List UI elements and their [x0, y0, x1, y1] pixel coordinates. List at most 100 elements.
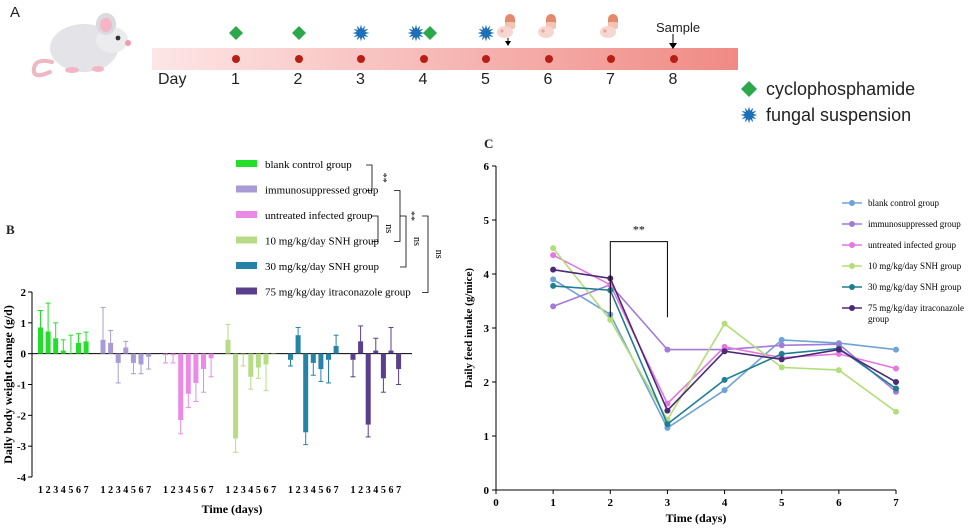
x-tick-label: 5 [318, 485, 323, 496]
data-point [893, 385, 899, 392]
timeline-dot [482, 55, 490, 63]
legend-label: 30 mg/kg/day SNH group [265, 261, 379, 273]
y-tick-label: -4 [17, 472, 27, 484]
x-tick-label: 7 [334, 485, 339, 496]
x-tick-label: 4 [61, 485, 66, 496]
x-tick-label: 2 [296, 485, 301, 496]
x-tick-label: 3 [178, 485, 183, 496]
bar [138, 353, 144, 365]
data-point [778, 342, 785, 349]
x-axis-title: Time (days) [202, 502, 263, 516]
x-tick-label: 6 [76, 485, 81, 496]
y-tick-label: 0 [484, 485, 490, 497]
significance-bracket [372, 215, 379, 242]
legend-label: untreated infected group [265, 210, 373, 222]
legend-label: blank control group [868, 198, 939, 208]
y-tick-label: 1 [21, 318, 27, 330]
x-tick-label: 1 [38, 485, 43, 496]
series-line [552, 283, 897, 393]
data-point [550, 266, 557, 273]
legend-swatch [236, 160, 257, 167]
legend-swatch [236, 287, 257, 295]
panel-b-label: B [6, 222, 15, 237]
bar [225, 339, 231, 354]
bar [178, 353, 184, 420]
x-tick-label: 2 [108, 485, 113, 496]
x-tick-label: 3 [303, 485, 308, 496]
bar [100, 339, 106, 354]
x-tick-label: 3 [665, 497, 671, 509]
data-point [721, 320, 728, 327]
x-tick-label: 2 [171, 485, 176, 496]
drug-administration-icon [600, 14, 618, 38]
y-tick-label: 2 [21, 287, 27, 299]
x-tick-label: 5 [256, 485, 261, 496]
significance-label: ns [411, 237, 422, 246]
y-tick-label: 6 [484, 161, 490, 173]
x-tick-label: 5 [779, 497, 785, 509]
drug-administration-icon [496, 14, 515, 46]
x-tick-label: 6 [836, 497, 842, 509]
bar [163, 353, 168, 356]
blue-starburst-icon [352, 24, 370, 42]
bar [108, 342, 114, 354]
bar [76, 342, 81, 354]
bar [115, 353, 121, 363]
data-point [893, 379, 899, 385]
bar [288, 353, 293, 360]
legend-swatch [236, 185, 257, 193]
legend-swatch [236, 211, 257, 218]
y-tick-label: 3 [484, 323, 490, 335]
x-tick-label: 4 [373, 485, 378, 496]
bar [240, 353, 246, 356]
bar [255, 353, 261, 368]
legend-label: immunosuppressed group [868, 219, 961, 229]
timeline-dot [607, 55, 615, 63]
sample-label: Sample [656, 20, 701, 35]
x-tick-label: 2 [233, 485, 238, 496]
data-point [550, 252, 557, 259]
legend-label: immunosuppressed group [265, 185, 379, 197]
timeline-dot [357, 55, 365, 63]
x-tick-label: 4 [248, 485, 253, 496]
x-tick-label: 5 [131, 485, 136, 496]
green-diamond-icon [229, 26, 243, 40]
drug-administration-icon [537, 14, 556, 38]
day-word: Day [158, 71, 187, 88]
significance-label: ** [633, 223, 645, 237]
y-tick-label: 4 [484, 269, 490, 281]
bar [53, 338, 59, 354]
bar [248, 353, 254, 377]
day-number: 4 [418, 71, 428, 88]
data-point [550, 276, 557, 283]
legend-label: 30 mg/kg/day SNH group [868, 282, 962, 292]
data-point [835, 341, 842, 348]
legend-marker [849, 305, 855, 311]
series-line [552, 247, 897, 422]
y-tick-label: -3 [17, 441, 27, 453]
significance-bracket [609, 241, 668, 318]
data-point [721, 376, 728, 383]
bar [388, 350, 394, 354]
x-tick-label: 1 [550, 497, 556, 509]
bar [295, 335, 301, 354]
data-point [607, 316, 614, 323]
significance-bracket [400, 215, 407, 268]
bar [170, 353, 176, 356]
day-number: 1 [231, 71, 240, 88]
data-point [835, 346, 842, 353]
bar [373, 350, 379, 354]
green-diamond-icon [291, 26, 306, 40]
day-number: 3 [356, 71, 365, 88]
x-tick-label: 1 [163, 485, 168, 496]
bar [38, 327, 43, 354]
bar [350, 353, 356, 360]
x-tick-label: 7 [209, 485, 214, 496]
x-tick-label: 6 [389, 485, 394, 496]
x-tick-label: 2 [46, 485, 51, 496]
significance-label: ** [377, 173, 388, 183]
data-point [664, 400, 671, 407]
x-tick-label: 3 [366, 485, 371, 496]
x-tick-label: 1 [101, 485, 106, 496]
